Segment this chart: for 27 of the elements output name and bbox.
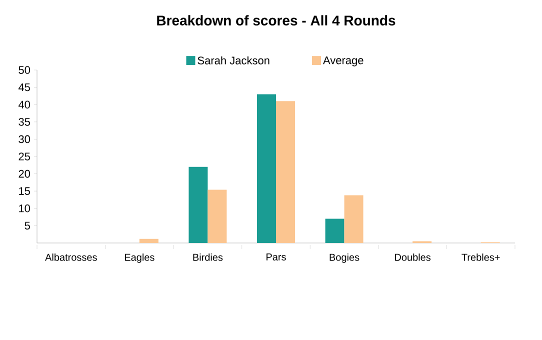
- x-tick-label: Trebles+: [462, 254, 500, 261]
- bar: [139, 238, 158, 243]
- x-tick-label: Pars: [266, 254, 286, 260]
- y-tick-label: 25: [18, 152, 30, 160]
- y-tick-label: 10: [19, 204, 30, 212]
- y-tick-label: 5: [24, 222, 30, 230]
- x-tick-label: Bogies: [330, 254, 360, 263]
- bar: [276, 101, 295, 243]
- bar: [325, 218, 344, 243]
- x-tick-label: Albatrosses: [45, 254, 97, 261]
- y-tick-label: 30: [18, 135, 30, 144]
- bar: [344, 195, 364, 243]
- legend-label: Sarah Jackson: [198, 56, 270, 64]
- x-tick-label: Eagles: [124, 254, 154, 263]
- legend-label: Average: [323, 56, 364, 66]
- y-tick-label: 35: [18, 118, 30, 126]
- y-tick-label: 20: [18, 170, 30, 178]
- x-tick-label: Doubles: [395, 254, 431, 261]
- bar: [188, 166, 208, 243]
- y-tick-label: 50: [18, 66, 30, 74]
- x-tick-label: Birdies: [193, 254, 223, 261]
- chart-title: Breakdown of scores - All 4 Rounds: [157, 15, 396, 26]
- bar: [256, 94, 276, 243]
- y-tick-label: 15: [19, 187, 30, 195]
- y-tick-label: 40: [18, 100, 30, 108]
- y-tick-label: 45: [18, 83, 30, 92]
- bar: [208, 190, 227, 243]
